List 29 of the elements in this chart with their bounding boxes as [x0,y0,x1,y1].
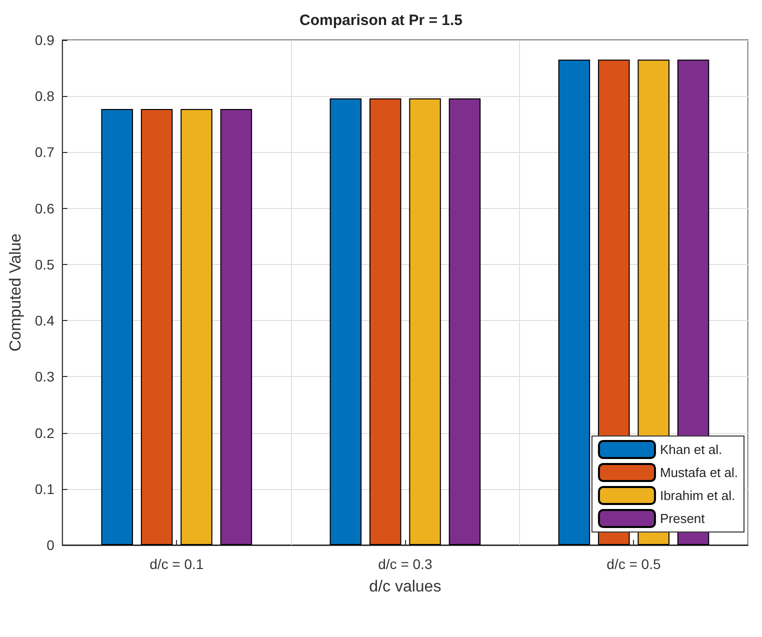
y-tick-label: 0.5 [34,256,55,272]
y-tick-label: 0.8 [34,88,55,104]
bar [409,98,441,545]
bar [558,60,590,545]
bar [448,98,481,545]
y-axis-title: Computed Value [8,233,24,352]
y-tick-label: 0.2 [34,424,55,441]
bar [140,109,173,545]
legend-label: Ibrahim et al. [660,488,736,503]
y-tick-label: 0.4 [34,312,55,329]
y-tick-label: 0.1 [34,480,55,497]
bar [330,98,362,545]
legend-label: Present [660,511,706,526]
legend-label: Khan et al. [660,442,722,457]
x-tick-label: d/c = 0.3 [378,556,432,572]
chart-title: Comparison at Pr = 1.5 [300,12,462,29]
x-tick-label: d/c = 0.5 [606,556,661,572]
bar [101,109,133,545]
y-tick-label: 0.7 [34,144,55,160]
bar [220,109,252,545]
bar [180,109,212,545]
y-tick-label: 0 [46,537,55,553]
x-tick-label: d/c = 0.1 [150,556,204,572]
x-axis-title: d/c values [369,578,442,596]
y-tick-label: 0.3 [34,368,55,385]
y-tick-label: 0.9 [34,32,55,48]
legend-label: Mustafa et al. [660,465,738,480]
bar [369,98,402,545]
y-tick-label: 0.6 [34,200,55,216]
